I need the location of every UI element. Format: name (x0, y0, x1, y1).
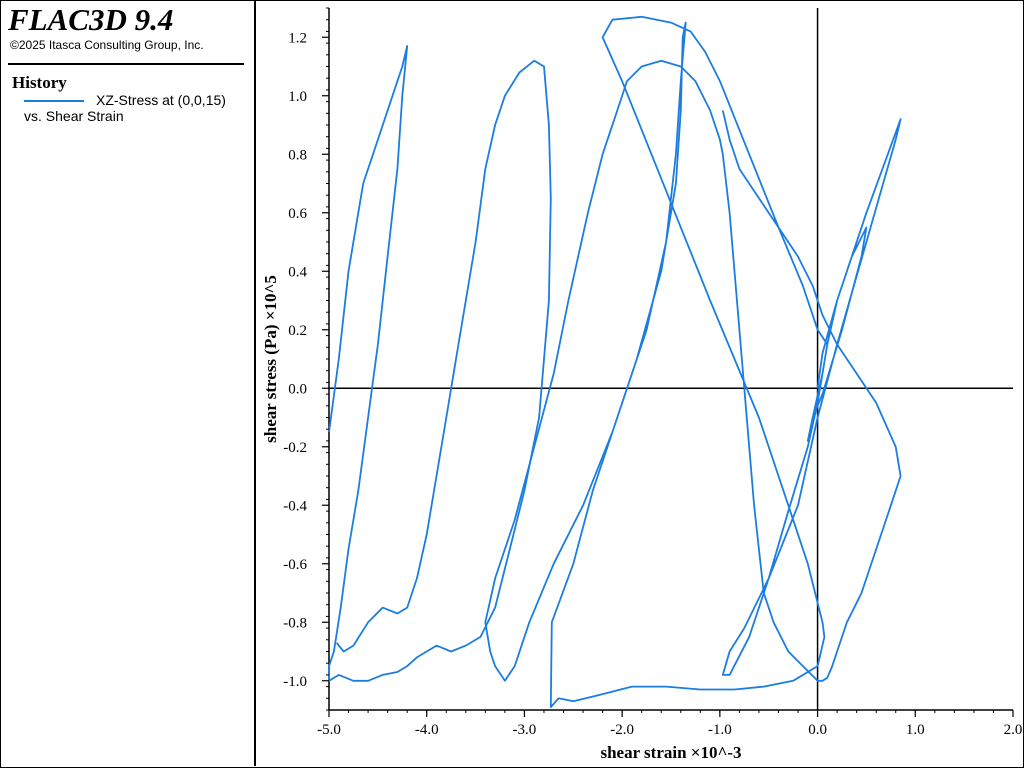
y-tick-label: -0.4 (283, 498, 307, 514)
legend-entry-label: XZ-Stress at (0,0,15) (96, 92, 226, 108)
legend-divider (8, 63, 244, 65)
x-tick-label: -2.0 (610, 722, 634, 738)
legend-panel: FLAC3D 9.4 ©2025 Itasca Consulting Group… (0, 0, 256, 766)
y-tick-label: 1.2 (288, 30, 307, 46)
y-axis-label: shear stress (Pa) ×10^5 (261, 275, 280, 443)
y-tick-label: -1.0 (283, 674, 307, 690)
copyright-text: ©2025 Itasca Consulting Group, Inc. (10, 38, 204, 52)
axes-layer (328, 8, 1013, 711)
y-tick-label: 1.0 (288, 89, 307, 105)
ticks-layer: -1.0 -0.8 -0.6 -0.4 -0.2 0.0 0.2 0.4 0.6 0.8 1.0 1.… (283, 7, 1023, 738)
y-tick-label: 0.8 (288, 147, 307, 163)
y-tick-label: 0.4 (288, 264, 307, 280)
x-tick-label: 2.0 (1004, 722, 1023, 738)
x-axis-label: shear strain ×10^-3 (600, 743, 741, 762)
x-tick-label: 1.0 (906, 722, 925, 738)
series-layer (328, 15, 902, 708)
y-tick-label: -0.2 (283, 440, 307, 456)
x-tick-label: -1.0 (708, 722, 732, 738)
y-tick-label: 0.0 (288, 381, 307, 397)
app-title: FLAC3D 9.4 (8, 2, 174, 37)
x-tick-label: 0.0 (808, 722, 827, 738)
series-line-1 (328, 45, 552, 682)
legend-title: History (12, 73, 67, 92)
legend-line-swatch (24, 100, 84, 102)
legend-entry-sub: vs. Shear Strain (24, 108, 124, 124)
series-line-0 (484, 15, 902, 708)
y-tick-label: -0.6 (283, 557, 307, 573)
x-tick-label: -5.0 (317, 722, 341, 738)
y-tick-label: 0.6 (288, 206, 307, 222)
y-tick-label: -0.8 (283, 615, 307, 631)
y-tick-label: 0.2 (288, 323, 307, 339)
x-tick-label: -4.0 (415, 722, 439, 738)
x-tick-label: -3.0 (513, 722, 537, 738)
